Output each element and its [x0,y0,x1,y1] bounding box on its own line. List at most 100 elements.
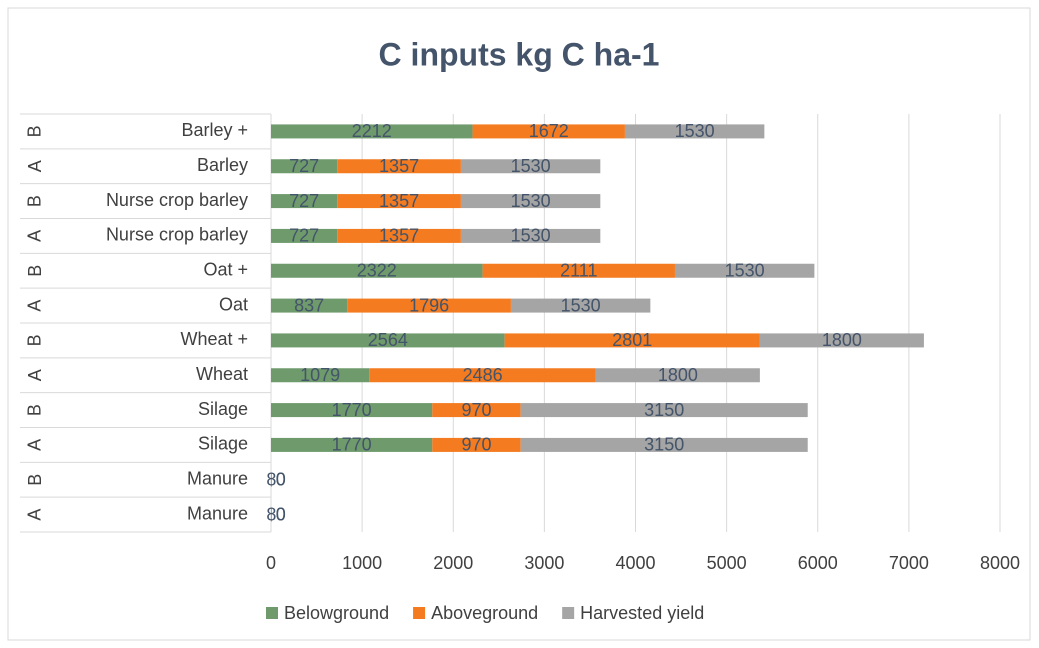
bar-segment [369,368,596,383]
bar-segment [482,263,675,278]
data-label: 2322 [357,261,397,281]
bar-segment [460,194,601,209]
bar-segment [271,507,272,522]
group-label: B [25,404,45,416]
data-label: 727 [289,191,319,211]
data-label: 727 [289,156,319,176]
x-tick-label: 5000 [707,553,747,573]
group-label: B [25,334,45,346]
bar-segment [460,159,601,174]
data-label: 3150 [644,435,684,455]
x-tick-label: 7000 [889,553,929,573]
data-label: 2486 [463,365,503,385]
data-label: 1530 [725,261,765,281]
data-label: 8 [266,470,276,490]
y-tick-label: Barley + [181,120,248,140]
group-label: A [25,300,45,312]
data-label: 1800 [658,365,698,385]
bar-segment [674,263,815,278]
bar-segment [624,124,765,139]
data-label: 3150 [644,400,684,420]
bar-segment [432,437,521,452]
data-label: 1530 [511,191,551,211]
data-label: 1800 [822,330,862,350]
group-label: A [25,509,45,521]
legend-label: Belowground [284,603,389,623]
data-label: 1530 [675,121,715,141]
data-label: 970 [461,435,491,455]
bar-segment [271,228,338,243]
chart-title: C inputs kg C ha-1 [379,36,660,72]
data-label: 1770 [332,435,372,455]
bar-segment [271,298,348,313]
data-label: 1530 [511,156,551,176]
group-label: A [25,160,45,172]
x-tick-label: 8000 [980,553,1020,573]
x-tick-label: 4000 [615,553,655,573]
x-tick-label: 1000 [342,553,382,573]
data-label: 837 [294,295,324,315]
data-label: 1530 [561,295,601,315]
bar-segment [510,298,651,313]
x-tick-label: 6000 [798,553,838,573]
bar-segment [472,124,625,139]
chart-border [7,7,1031,641]
data-label: 970 [461,400,491,420]
legend-swatch [266,607,278,619]
y-tick-label: Silage [198,434,248,454]
data-label: 0 [276,470,286,490]
group-label: A [25,230,45,242]
x-tick-label: 0 [266,553,276,573]
y-tick-label: Oat [219,294,248,314]
data-label: 1530 [511,226,551,246]
bar-segment [337,194,461,209]
data-label: 1357 [379,226,419,246]
bar-segment [347,298,511,313]
group-label: B [25,125,45,137]
bar-segment [460,228,601,243]
data-label: 2801 [612,330,652,350]
bar-segment [520,403,808,418]
legend-label: Aboveground [431,603,538,623]
group-label: A [25,369,45,381]
data-label: 0 [276,504,286,524]
x-tick-label: 3000 [524,553,564,573]
bar-segment [520,437,808,452]
data-label: 8 [266,504,276,524]
y-tick-label: Nurse crop barley [106,225,248,245]
y-tick-label: Barley [197,155,248,175]
group-label: B [25,474,45,486]
group-label: B [25,265,45,277]
group-label: B [25,195,45,207]
data-label: 1079 [300,365,340,385]
y-tick-label: Silage [198,399,248,419]
bar-segment [271,437,433,452]
y-tick-label: Nurse crop barley [106,190,248,210]
bar-segment [271,368,370,383]
bar-segment [271,124,473,139]
bar-segment [271,263,483,278]
legend-swatch [562,607,575,619]
bar-segment [337,228,461,243]
bar-segment [271,333,505,348]
data-label: 0 [276,470,286,490]
bar-segment [432,403,521,418]
legend-label: Harvested yield [580,603,704,623]
y-tick-label: Wheat [196,364,248,384]
y-tick-label: Wheat + [180,329,248,349]
data-label: 2564 [368,330,408,350]
data-label: 1357 [379,191,419,211]
group-label: A [25,439,45,451]
data-label: 1672 [529,121,569,141]
bar-segment [595,368,760,383]
data-label: 0 [276,504,286,524]
bar-segment [271,159,338,174]
data-label: 1796 [409,295,449,315]
data-label: 2212 [352,121,392,141]
data-label: 1357 [379,156,419,176]
bar-segment [337,159,461,174]
data-label: 727 [289,226,319,246]
y-tick-label: Manure [187,503,248,523]
y-tick-label: Oat + [203,260,248,280]
